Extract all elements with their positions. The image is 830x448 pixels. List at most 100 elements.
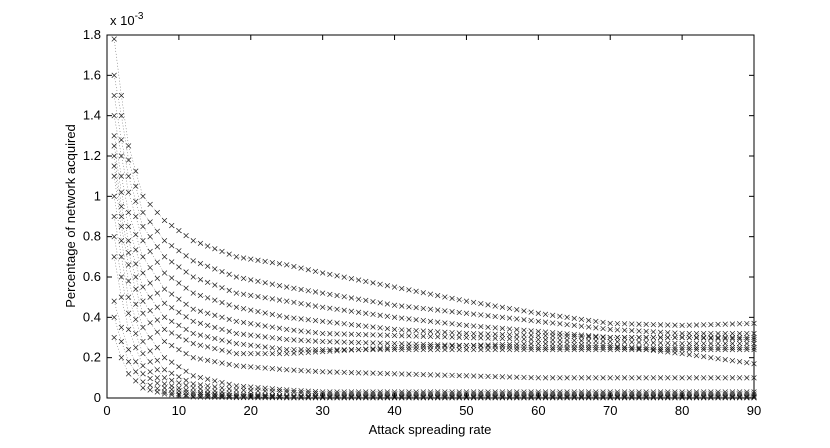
data-point-marker: [176, 248, 182, 254]
data-point-marker: [542, 333, 549, 339]
data-point-marker: [571, 322, 577, 329]
data-point-marker: [176, 296, 182, 302]
data-point-marker: [406, 287, 412, 293]
data-point-marker: [744, 336, 750, 342]
data-point-marker: [514, 393, 520, 399]
data-point-marker: [679, 330, 685, 337]
data-point-marker: [133, 274, 139, 280]
data-point-marker: [147, 320, 153, 326]
data-point-marker: [204, 243, 211, 249]
data-point-marker: [255, 293, 261, 300]
data-point-marker: [147, 307, 153, 314]
data-point-marker: [161, 391, 168, 397]
data-point-marker: [478, 342, 484, 348]
data-point-marker: [614, 389, 621, 395]
data-point-marker: [442, 329, 448, 335]
data-point-marker: [521, 317, 527, 323]
data-point-marker: [291, 285, 297, 291]
data-point-marker: [564, 314, 570, 320]
data-point-marker: [593, 338, 599, 344]
data-point-marker: [305, 338, 311, 344]
data-point-marker: [435, 393, 441, 399]
data-point-marker: [111, 193, 117, 199]
data-point-marker: [736, 334, 743, 341]
data-point-marker: [118, 137, 125, 143]
data-point-marker: [255, 333, 261, 339]
data-point-marker: [528, 393, 534, 399]
data-point-marker: [586, 333, 592, 339]
data-point-marker: [650, 395, 657, 401]
data-point-marker: [564, 337, 570, 343]
data-point-marker: [355, 277, 362, 283]
data-point-marker: [255, 278, 261, 284]
data-point-marker: [686, 346, 692, 353]
data-point-marker: [169, 243, 175, 249]
data-point-marker: [514, 395, 520, 401]
data-point-marker: [693, 393, 700, 399]
data-point-marker: [514, 316, 520, 322]
data-point-marker: [312, 303, 319, 309]
data-point-marker: [169, 330, 175, 336]
data-point-marker: [621, 393, 628, 399]
data-point-marker: [399, 371, 405, 377]
data-point-marker: [650, 340, 657, 346]
data-point-marker: [686, 395, 692, 401]
data-point-marker: [219, 285, 225, 291]
data-point-marker: [542, 341, 549, 347]
data-point-marker: [363, 370, 369, 376]
data-point-marker: [636, 334, 642, 341]
data-point-marker: [665, 395, 671, 401]
data-point-marker: [384, 345, 391, 351]
data-point-marker: [341, 347, 347, 354]
data-point-marker: [348, 339, 355, 345]
data-point-marker: [341, 369, 347, 376]
data-point-marker: [169, 359, 175, 365]
data-point-marker: [140, 338, 146, 345]
data-point-marker: [578, 323, 585, 329]
data-point-marker: [327, 339, 333, 345]
data-point-marker: [586, 375, 592, 381]
data-point-marker: [284, 367, 290, 373]
data-point-marker: [161, 381, 168, 387]
x-tick-label: 30: [315, 403, 329, 418]
data-point-marker: [435, 395, 441, 401]
data-point-marker: [571, 315, 577, 321]
data-point-marker: [291, 299, 297, 306]
data-point-marker: [744, 334, 750, 341]
data-point-marker: [564, 333, 570, 339]
data-point-marker: [499, 341, 506, 348]
data-point-marker: [629, 334, 635, 341]
data-point-marker: [399, 346, 405, 353]
data-point-marker: [370, 324, 376, 330]
data-point-marker: [406, 304, 412, 310]
data-point-marker: [736, 393, 743, 399]
data-point-marker: [240, 383, 247, 390]
data-point-marker: [643, 334, 649, 341]
data-point-marker: [722, 330, 728, 337]
data-point-marker: [262, 393, 268, 399]
data-point-marker: [449, 389, 455, 395]
data-point-marker: [183, 350, 189, 357]
data-point-marker: [169, 390, 175, 396]
data-point-marker: [320, 318, 326, 325]
data-point-marker: [161, 238, 168, 244]
data-point-marker: [327, 395, 333, 401]
data-point-marker: [190, 330, 196, 337]
data-point-marker: [320, 369, 326, 375]
data-point-marker: [133, 330, 139, 337]
data-point-marker: [269, 324, 275, 330]
data-point-marker: [449, 295, 455, 302]
data-point-marker: [470, 299, 477, 306]
data-point-marker: [176, 364, 182, 370]
data-point-marker: [557, 341, 563, 347]
data-point-marker: [736, 344, 743, 351]
data-point-marker: [470, 346, 477, 353]
data-point-marker: [542, 346, 549, 353]
data-point-marker: [621, 346, 628, 353]
data-point-marker: [442, 389, 448, 395]
data-point-marker: [708, 321, 714, 328]
data-point-marker: [736, 340, 743, 347]
data-point-marker: [154, 389, 160, 395]
data-point-marker: [183, 389, 189, 396]
data-point-marker: [564, 346, 570, 353]
